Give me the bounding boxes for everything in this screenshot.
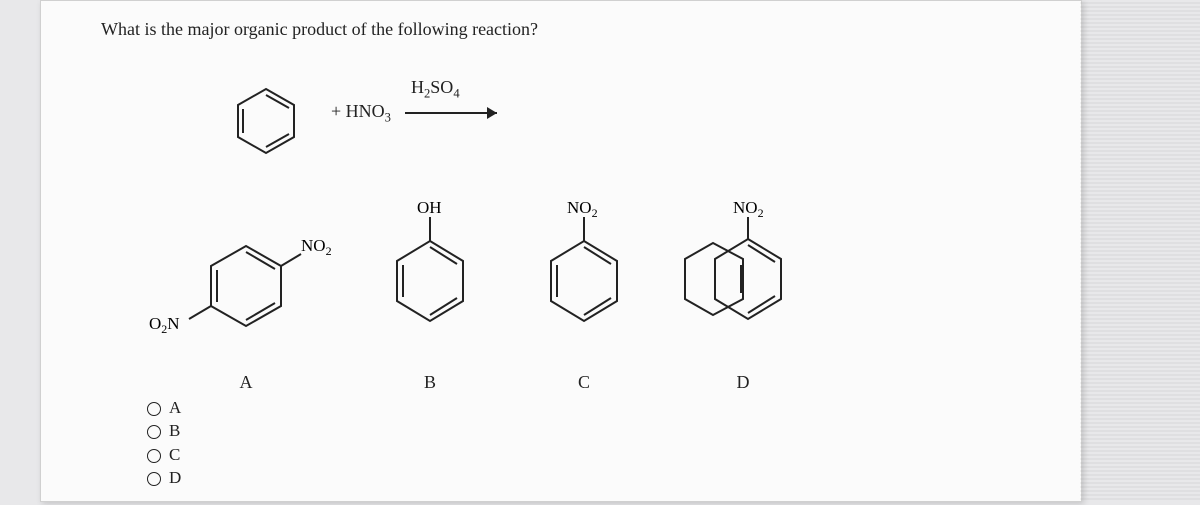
radio-d[interactable]: [147, 472, 161, 486]
product-d: NO2 D: [663, 191, 823, 393]
a-right-group: NO2: [301, 236, 332, 258]
choice-a-label: A: [169, 398, 181, 417]
reaction-arrow: [401, 91, 511, 127]
product-d-svg: NO2: [663, 191, 823, 361]
radio-b[interactable]: [147, 425, 161, 439]
question-text: What is the major organic product of the…: [101, 19, 538, 40]
product-b-svg: OH: [355, 191, 505, 361]
reagent-text: + HNO3: [331, 101, 391, 126]
choice-a-row[interactable]: A: [147, 397, 181, 418]
product-a: O2N NO2 A: [141, 191, 351, 393]
products-row: O2N NO2 A OH B: [141, 191, 841, 391]
c-top-group: NO2: [567, 198, 598, 220]
label-d: D: [663, 372, 823, 393]
page: What is the major organic product of the…: [40, 0, 1082, 502]
plus-hno3-sub: 3: [385, 111, 391, 125]
choice-c-row[interactable]: C: [147, 444, 181, 465]
label-a: A: [141, 372, 351, 393]
product-a-svg: O2N NO2: [141, 191, 351, 361]
d-top-group: NO2: [733, 198, 764, 220]
choice-b-label: B: [169, 421, 180, 440]
a-left-group: O2N: [149, 314, 180, 336]
label-b: B: [355, 372, 505, 393]
radio-a[interactable]: [147, 402, 161, 416]
choice-d-row[interactable]: D: [147, 467, 181, 488]
scan-shading: [1080, 0, 1200, 500]
label-c: C: [509, 372, 659, 393]
radio-c[interactable]: [147, 449, 161, 463]
choice-d-label: D: [169, 468, 181, 487]
product-b: OH B: [355, 191, 505, 393]
answer-choices: A B C D: [147, 397, 181, 490]
choice-b-row[interactable]: B: [147, 420, 181, 441]
choice-c-label: C: [169, 445, 180, 464]
plus-hno3-prefix: + HNO: [331, 101, 385, 121]
b-top-group: OH: [417, 198, 442, 217]
product-c: NO2 C: [509, 191, 659, 393]
benzene-reactant: [221, 81, 311, 171]
product-c-svg: NO2: [509, 191, 659, 361]
